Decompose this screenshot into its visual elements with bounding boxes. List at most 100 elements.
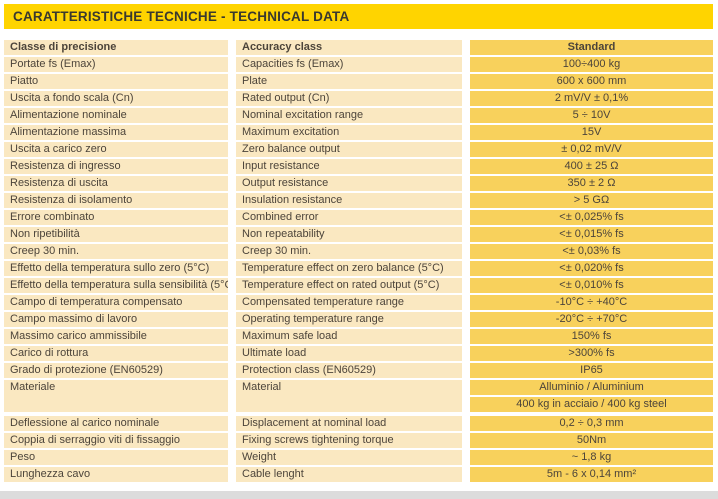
label-italian: Coppia di serraggio viti di fissaggio bbox=[4, 433, 228, 448]
page-title: CARATTERISTICHE TECNICHE - TECHNICAL DAT… bbox=[4, 4, 713, 29]
label-italian: Carico di rottura bbox=[4, 346, 228, 361]
value-cell: >300% fs bbox=[470, 346, 713, 361]
table-row: Effetto della temperatura sullo zero (5°… bbox=[4, 261, 713, 276]
label-english: Maximum safe load bbox=[236, 329, 462, 344]
label-italian: Massimo carico ammissibile bbox=[4, 329, 228, 344]
label-italian: Piatto bbox=[4, 74, 228, 89]
value-cell: -20°C ÷ +70°C bbox=[470, 312, 713, 327]
value-cell: 15V bbox=[470, 125, 713, 140]
label-english: Input resistance bbox=[236, 159, 462, 174]
value-cell: ± 0,02 mV/V bbox=[470, 142, 713, 157]
value-cell: 100÷400 kg bbox=[470, 57, 713, 72]
label-italian: Lunghezza cavo bbox=[4, 467, 228, 482]
label-italian: Uscita a fondo scala (Cn) bbox=[4, 91, 228, 106]
value-cell: ~ 1,8 kg bbox=[470, 450, 713, 465]
table-row: Massimo carico ammissibile Maximum safe l… bbox=[4, 329, 713, 344]
label-italian: Portate fs (Emax) bbox=[4, 57, 228, 72]
label-english: Ultimate load bbox=[236, 346, 462, 361]
label-italian: Materiale bbox=[4, 380, 228, 412]
table-row: Deflessione al carico nominale Displaceme… bbox=[4, 416, 713, 431]
value-cell: 350 ± 2 Ω bbox=[470, 176, 713, 191]
header-label-english: Accuracy class bbox=[236, 40, 462, 55]
value-cell: 5 ÷ 10V bbox=[470, 108, 713, 123]
label-english: Weight bbox=[236, 450, 462, 465]
value-cell: 5m - 6 x 0,14 mm² bbox=[470, 467, 713, 482]
value-cell: <± 0,010% fs bbox=[470, 278, 713, 293]
value-cell: -10°C ÷ +40°C bbox=[470, 295, 713, 310]
label-italian: Alimentazione nominale bbox=[4, 108, 228, 123]
table-row: Creep 30 min. Creep 30 min. <± 0,03% fs bbox=[4, 244, 713, 259]
table-row: Campo massimo di lavoro Operating tempera… bbox=[4, 312, 713, 327]
table-row: Non ripetibilità Non repeatability <± 0,01… bbox=[4, 227, 713, 242]
table-row: Portate fs (Emax) Capacities fs (Emax) 100… bbox=[4, 57, 713, 72]
value-cell: <± 0,025% fs bbox=[470, 210, 713, 225]
label-english: Protection class (EN60529) bbox=[236, 363, 462, 378]
label-english: Cable lenght bbox=[236, 467, 462, 482]
label-english: Non repeatability bbox=[236, 227, 462, 242]
value-cell: 600 x 600 mm bbox=[470, 74, 713, 89]
label-english: Material bbox=[236, 380, 462, 412]
table-row: Piatto Plate 600 x 600 mm bbox=[4, 74, 713, 89]
label-english: Plate bbox=[236, 74, 462, 89]
table-row: Materiale Material Alluminio / Aluminium 40… bbox=[4, 380, 713, 412]
value-cell: <± 0,03% fs bbox=[470, 244, 713, 259]
table-row: Errore combinato Combined error <± 0,025% … bbox=[4, 210, 713, 225]
table-row: Coppia di serraggio viti di fissaggio Fix… bbox=[4, 433, 713, 448]
table-body: Portate fs (Emax) Capacities fs (Emax) 100… bbox=[4, 57, 713, 482]
label-italian: Uscita a carico zero bbox=[4, 142, 228, 157]
label-italian: Peso bbox=[4, 450, 228, 465]
label-italian: Resistenza di ingresso bbox=[4, 159, 228, 174]
value-line: Alluminio / Aluminium bbox=[470, 380, 713, 395]
label-italian: Alimentazione massima bbox=[4, 125, 228, 140]
table-row: Lunghezza cavo Cable lenght 5m - 6 x 0,14 … bbox=[4, 467, 713, 482]
value-cell: <± 0,020% fs bbox=[470, 261, 713, 276]
label-italian: Errore combinato bbox=[4, 210, 228, 225]
label-english: Operating temperature range bbox=[236, 312, 462, 327]
header-value-standard: Standard bbox=[470, 40, 713, 55]
value-cell: 150% fs bbox=[470, 329, 713, 344]
table-row: Peso Weight ~ 1,8 kg bbox=[4, 450, 713, 465]
value-cell: 0,2 ÷ 0,3 mm bbox=[470, 416, 713, 431]
label-italian: Non ripetibilità bbox=[4, 227, 228, 242]
label-english: Temperature effect on rated output (5°C) bbox=[236, 278, 462, 293]
table-row: Resistenza di uscita Output resistance 350… bbox=[4, 176, 713, 191]
label-english: Capacities fs (Emax) bbox=[236, 57, 462, 72]
table-row: Resistenza di ingresso Input resistance 40… bbox=[4, 159, 713, 174]
table-row: Uscita a fondo scala (Cn) Rated output (C… bbox=[4, 91, 713, 106]
label-english: Maximum excitation bbox=[236, 125, 462, 140]
label-italian: Effetto della temperatura sullo zero (5°… bbox=[4, 261, 228, 276]
label-english: Fixing screws tightening torque bbox=[236, 433, 462, 448]
label-italian: Deflessione al carico nominale bbox=[4, 416, 228, 431]
label-italian: Resistenza di uscita bbox=[4, 176, 228, 191]
value-cell: Alluminio / Aluminium 400 kg in acciaio /… bbox=[470, 380, 713, 412]
table-row: Alimentazione massima Maximum excitation 1… bbox=[4, 125, 713, 140]
label-english: Zero balance output bbox=[236, 142, 462, 157]
label-english: Displacement at nominal load bbox=[236, 416, 462, 431]
label-italian: Campo massimo di lavoro bbox=[4, 312, 228, 327]
header-label-italian: Classe di precisione bbox=[4, 40, 228, 55]
page-bottom-strip bbox=[0, 491, 718, 499]
technical-data-table: Classe di precisione Accuracy class Stan… bbox=[4, 40, 713, 484]
table-row: Alimentazione nominale Nominal excitation… bbox=[4, 108, 713, 123]
value-cell: 2 mV/V ± 0,1% bbox=[470, 91, 713, 106]
label-english: Nominal excitation range bbox=[236, 108, 462, 123]
table-header-row: Classe di precisione Accuracy class Stan… bbox=[4, 40, 713, 55]
table-row: Carico di rottura Ultimate load >300% fs bbox=[4, 346, 713, 361]
table-row: Resistenza di isolamento Insulation resis… bbox=[4, 193, 713, 208]
table-row: Campo di temperatura compensato Compensat… bbox=[4, 295, 713, 310]
value-cell: IP65 bbox=[470, 363, 713, 378]
table-row: Effetto della temperatura sulla sensibil… bbox=[4, 278, 713, 293]
label-english: Insulation resistance bbox=[236, 193, 462, 208]
table-row: Uscita a carico zero Zero balance output ±… bbox=[4, 142, 713, 157]
label-italian: Effetto della temperatura sulla sensibil… bbox=[4, 278, 228, 293]
value-cell: 400 ± 25 Ω bbox=[470, 159, 713, 174]
label-english: Creep 30 min. bbox=[236, 244, 462, 259]
label-english: Output resistance bbox=[236, 176, 462, 191]
value-cell: > 5 GΩ bbox=[470, 193, 713, 208]
label-english: Temperature effect on zero balance (5°C) bbox=[236, 261, 462, 276]
label-italian: Grado di protezione (EN60529) bbox=[4, 363, 228, 378]
label-english: Rated output (Cn) bbox=[236, 91, 462, 106]
label-italian: Creep 30 min. bbox=[4, 244, 228, 259]
label-italian: Resistenza di isolamento bbox=[4, 193, 228, 208]
